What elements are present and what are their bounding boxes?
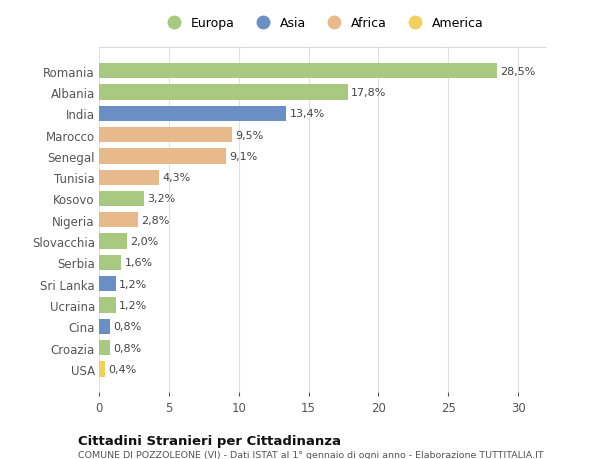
Text: COMUNE DI POZZOLEONE (VI) - Dati ISTAT al 1° gennaio di ogni anno - Elaborazione: COMUNE DI POZZOLEONE (VI) - Dati ISTAT a… (78, 450, 544, 459)
Bar (99, 85, 347, 101)
Bar (99, 298, 116, 313)
Text: Cittadini Stranieri per Cittadinanza: Cittadini Stranieri per Cittadinanza (78, 434, 341, 447)
Legend: Europa, Asia, Africa, America: Europa, Asia, Africa, America (157, 13, 488, 34)
Bar (99, 191, 144, 207)
Text: 2,8%: 2,8% (142, 215, 170, 225)
Text: 28,5%: 28,5% (500, 67, 536, 77)
Bar (99, 106, 286, 122)
Bar (99, 170, 159, 185)
Text: 0,8%: 0,8% (113, 343, 142, 353)
Bar (99, 276, 116, 292)
Bar (99, 234, 127, 249)
Text: 1,2%: 1,2% (119, 279, 148, 289)
Text: 3,2%: 3,2% (147, 194, 175, 204)
Bar (99, 255, 121, 270)
Text: 9,1%: 9,1% (230, 151, 258, 162)
Text: 9,5%: 9,5% (235, 130, 263, 140)
Text: 0,8%: 0,8% (113, 322, 142, 331)
Text: 13,4%: 13,4% (290, 109, 325, 119)
Bar (99, 340, 110, 356)
Bar (99, 149, 226, 164)
Bar (99, 128, 232, 143)
Bar (99, 64, 497, 79)
Text: 0,4%: 0,4% (108, 364, 136, 374)
Text: 2,0%: 2,0% (130, 236, 158, 246)
Bar (99, 362, 104, 377)
Text: 1,2%: 1,2% (119, 300, 148, 310)
Text: 1,6%: 1,6% (125, 258, 153, 268)
Text: 4,3%: 4,3% (163, 173, 191, 183)
Text: 17,8%: 17,8% (351, 88, 386, 98)
Bar (99, 319, 110, 334)
Bar (99, 213, 138, 228)
